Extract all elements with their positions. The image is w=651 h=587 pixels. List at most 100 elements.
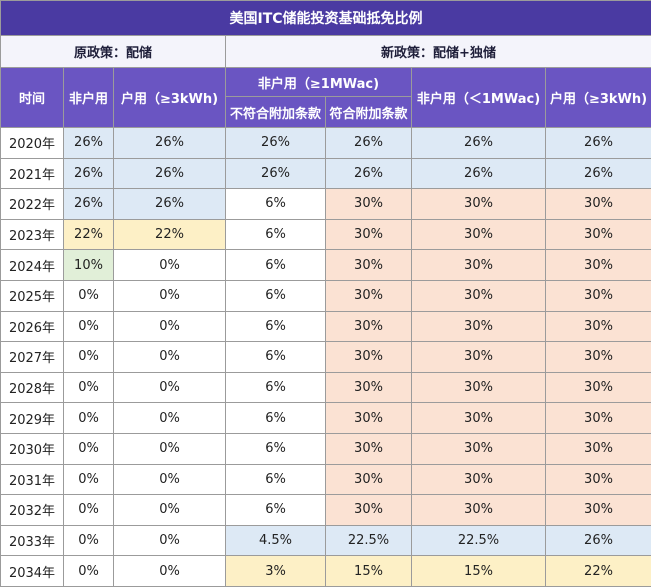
rate-cell: 30%: [544, 218, 651, 251]
rate-cell: 30%: [544, 371, 651, 404]
table-row: 2028年 0% 0% 6% 30% 30% 30%: [0, 371, 651, 404]
table-row: 2034年 0% 0% 3% 15% 15% 22%: [0, 555, 651, 587]
rate-cell: 0%: [113, 402, 226, 434]
rate-cell: 26%: [225, 157, 326, 190]
table-row: 2029年 0% 0% 6% 30% 30% 30%: [0, 402, 651, 434]
rate-cell: 26%: [544, 524, 651, 557]
rate-cell: 30%: [325, 432, 412, 465]
header-noncompliant: 不符合附加条款: [225, 96, 326, 128]
rate-cell: 3%: [225, 555, 326, 587]
rate-cell: 30%: [411, 310, 546, 343]
rate-cell: 6%: [225, 402, 326, 434]
rate-cell: 22%: [63, 218, 114, 251]
rate-cell: 15%: [325, 555, 412, 587]
table-row: 2023年 22% 22% 6% 30% 30% 30%: [0, 218, 651, 251]
rate-cell: 30%: [544, 463, 651, 496]
rate-cell: 6%: [225, 463, 326, 496]
table-row: 2026年 0% 0% 6% 30% 30% 30%: [0, 310, 651, 343]
rate-cell: 10%: [63, 249, 114, 281]
table-row: 2030年 0% 0% 6% 30% 30% 30%: [0, 432, 651, 465]
table-row: 2027年 0% 0% 6% 30% 30% 30%: [0, 341, 651, 373]
table-row: 2021年 26% 26% 26% 26% 26% 26%: [0, 157, 651, 190]
header-new-non-residential-small: 非户用（＜1MWac): [411, 67, 546, 128]
table-row: 2031年 0% 0% 6% 30% 30% 30%: [0, 463, 651, 496]
header-new-non-residential-large: 非户用（≥1MWac): [225, 67, 412, 97]
rate-cell: 26%: [113, 127, 226, 159]
year-cell: 2029年: [0, 402, 64, 434]
rate-cell: 0%: [113, 432, 226, 465]
rate-cell: 30%: [411, 218, 546, 251]
rate-cell: 6%: [225, 341, 326, 373]
rate-cell: 6%: [225, 494, 326, 526]
rate-cell: 30%: [325, 494, 412, 526]
rate-cell: 0%: [63, 463, 114, 496]
rate-cell: 30%: [411, 249, 546, 281]
year-cell: 2032年: [0, 494, 64, 526]
rate-cell: 30%: [411, 188, 546, 220]
year-cell: 2022年: [0, 188, 64, 220]
rate-cell: 30%: [544, 341, 651, 373]
rate-cell: 26%: [113, 157, 226, 190]
year-cell: 2030年: [0, 432, 64, 465]
rate-cell: 0%: [63, 555, 114, 587]
rate-cell: 4.5%: [225, 524, 326, 557]
year-cell: 2031年: [0, 463, 64, 496]
rate-cell: 26%: [544, 157, 651, 190]
rate-cell: 30%: [325, 218, 412, 251]
year-cell: 2025年: [0, 279, 64, 312]
rate-cell: 6%: [225, 279, 326, 312]
rate-cell: 6%: [225, 371, 326, 404]
table-row: 2032年 0% 0% 6% 30% 30% 30%: [0, 494, 651, 526]
table-row: 2022年 26% 26% 6% 30% 30% 30%: [0, 188, 651, 220]
rate-cell: 30%: [325, 402, 412, 434]
rate-cell: 30%: [325, 279, 412, 312]
header-old-residential: 户用（≥3kWh): [113, 67, 226, 128]
rate-cell: 30%: [325, 188, 412, 220]
rate-cell: 30%: [411, 463, 546, 496]
rate-cell: 30%: [544, 432, 651, 465]
rate-cell: 0%: [63, 310, 114, 343]
year-cell: 2033年: [0, 524, 64, 557]
year-cell: 2021年: [0, 157, 64, 190]
rate-cell: 0%: [113, 555, 226, 587]
rate-cell: 30%: [544, 249, 651, 281]
rate-cell: 30%: [544, 494, 651, 526]
year-cell: 2028年: [0, 371, 64, 404]
rate-cell: 26%: [325, 157, 412, 190]
header-time: 时间: [0, 67, 64, 128]
rate-cell: 26%: [225, 127, 326, 159]
header-new-residential: 户用（≥3kWh): [544, 67, 651, 128]
rate-cell: 6%: [225, 310, 326, 343]
rate-cell: 30%: [411, 279, 546, 312]
rate-cell: 22%: [113, 218, 226, 251]
rate-cell: 0%: [113, 341, 226, 373]
rate-cell: 0%: [63, 524, 114, 557]
rate-cell: 30%: [325, 371, 412, 404]
rate-cell: 6%: [225, 218, 326, 251]
rate-cell: 26%: [63, 188, 114, 220]
rate-cell: 0%: [113, 310, 226, 343]
rate-cell: 6%: [225, 188, 326, 220]
rate-cell: 0%: [63, 279, 114, 312]
rate-cell: 26%: [63, 157, 114, 190]
table-row: 2020年 26% 26% 26% 26% 26% 26%: [0, 127, 651, 159]
header-old-non-residential: 非户用: [63, 67, 114, 128]
rate-cell: 30%: [325, 463, 412, 496]
group-new-policy: 新政策：配储+独储: [224, 35, 651, 68]
rate-cell: 0%: [63, 494, 114, 526]
rate-cell: 0%: [113, 371, 226, 404]
rate-cell: 0%: [113, 279, 226, 312]
rate-cell: 0%: [63, 402, 114, 434]
rate-cell: 0%: [63, 371, 114, 404]
rate-cell: 30%: [544, 188, 651, 220]
rate-cell: 30%: [411, 341, 546, 373]
rate-cell: 0%: [63, 432, 114, 465]
table-row: 2033年 0% 0% 4.5% 22.5% 22.5% 26%: [0, 524, 651, 557]
rate-cell: 26%: [63, 127, 114, 159]
table-title: 美国ITC储能投资基础抵免比例: [0, 0, 651, 36]
rate-cell: 0%: [113, 524, 226, 557]
rate-cell: 0%: [113, 494, 226, 526]
rate-cell: 30%: [544, 279, 651, 312]
